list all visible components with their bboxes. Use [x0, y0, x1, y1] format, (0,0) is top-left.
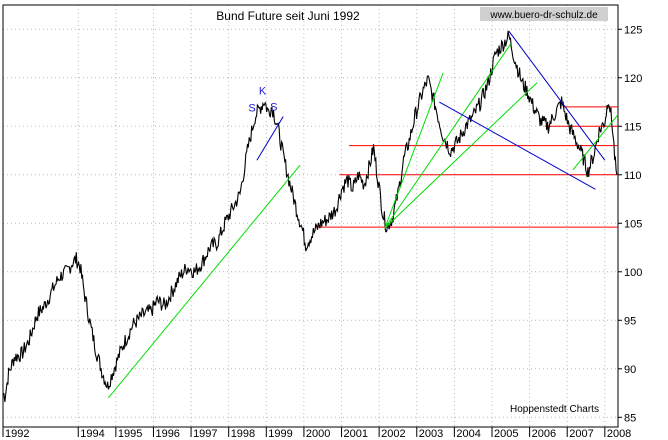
watermark-text: www.buero-dr-schulz.de [489, 10, 598, 21]
x-tick-label: 2003 [419, 428, 443, 440]
price-series [2, 30, 618, 402]
annotation-label: S [248, 103, 255, 115]
x-tick-label: 2008 [607, 428, 631, 440]
x-tick-label: 1996 [155, 428, 179, 440]
x-tick-label: 2000 [306, 428, 330, 440]
x-tick-label: 1992 [5, 428, 29, 440]
y-tick-label: 120 [624, 73, 642, 85]
x-tick-label: 1999 [268, 428, 292, 440]
y-tick-label: 85 [624, 412, 636, 424]
x-tick-label: 2005 [494, 428, 518, 440]
x-tick-label: 1995 [118, 428, 142, 440]
uptrend-line [384, 82, 538, 229]
trend-lines [107, 30, 619, 399]
annotation-label: S [270, 102, 277, 114]
x-tick-label: 1994 [80, 428, 104, 440]
downtrend-line [256, 116, 284, 161]
y-tick-label: 110 [624, 170, 642, 182]
x-tick-label: 2007 [569, 428, 593, 440]
x-tick-label: 2001 [344, 428, 368, 440]
y-tick-label: 115 [624, 121, 642, 133]
x-tick-label: 2004 [456, 428, 480, 440]
y-tick-label: 100 [624, 267, 642, 279]
credit-text: Hoppenstedt Charts [510, 404, 599, 415]
watermark-box [480, 7, 608, 21]
chart-title: Bund Future seit Juni 1992 [216, 9, 360, 23]
annotation-label: K [259, 85, 267, 97]
y-axis: 85 90 95 100 105 110 115 120 125 [618, 24, 642, 424]
plot-frame [2, 4, 619, 428]
downtrend-line [439, 101, 596, 190]
uptrend-line [384, 72, 444, 229]
annotations: KS S [248, 85, 277, 114]
y-tick-label: 95 [624, 315, 636, 327]
price-line [2, 30, 618, 402]
uptrend-line [384, 43, 512, 229]
y-tick-label: 105 [624, 218, 642, 230]
downtrend-line [508, 30, 606, 161]
y-tick-label: 90 [624, 364, 636, 376]
x-tick-label: 2002 [381, 428, 405, 440]
x-tick-label: 1998 [231, 428, 255, 440]
uptrend-line [572, 114, 619, 171]
x-tick-label: 1997 [193, 428, 217, 440]
x-axis: 1992 1994 1995 1996 1997 1998 1999 2000 2001 2002… [2, 427, 631, 440]
x-tick-label: 2006 [532, 428, 556, 440]
y-tick-label: 125 [624, 24, 642, 36]
uptrend-line [107, 164, 301, 399]
